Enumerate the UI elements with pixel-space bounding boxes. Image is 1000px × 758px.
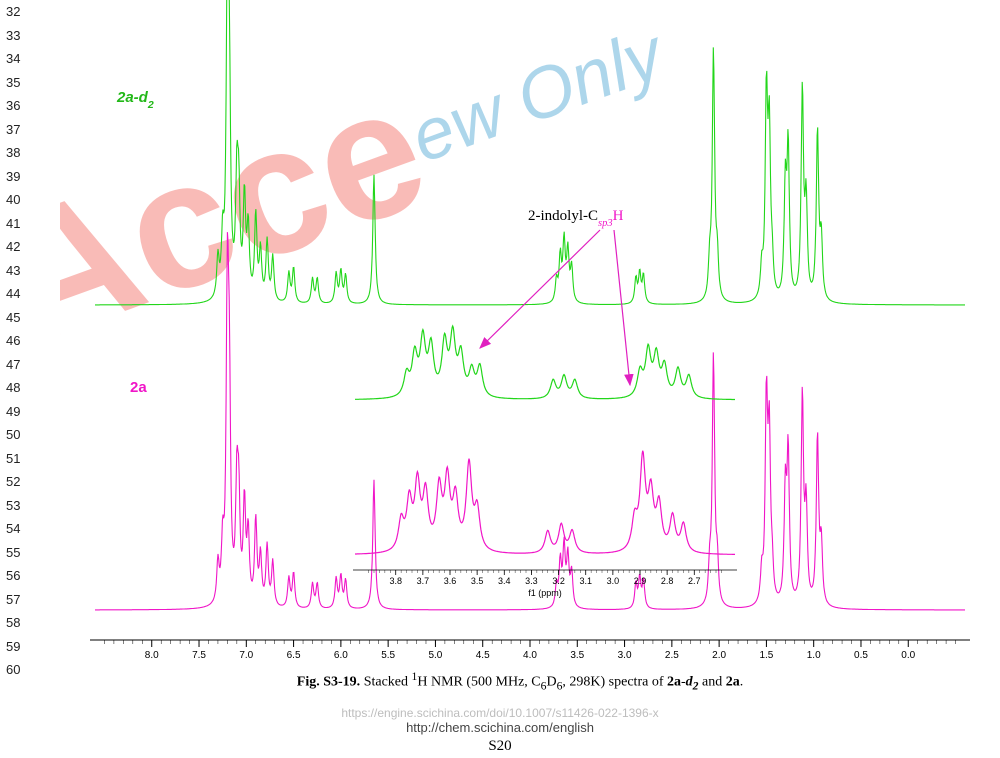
line-number: 52 [0,470,36,494]
axis-tick-label: 1.5 [759,650,773,660]
caption-prefix: Fig. S3-19. [297,675,360,690]
inset-tick-label: 3.7 [417,576,430,586]
inset-axis-label: f1 (ppm) [528,588,562,598]
line-number: 54 [0,517,36,541]
footer-doi-link: https://engine.scichina.com/doi/10.1007/… [0,706,1000,720]
axis-tick-label: 3.0 [618,650,632,660]
line-number: 35 [0,71,36,95]
line-number: 50 [0,423,36,447]
line-number: 44 [0,282,36,306]
axis-tick-label: 2.5 [665,650,679,660]
line-number: 38 [0,141,36,165]
line-number: 49 [0,400,36,424]
line-number: 56 [0,564,36,588]
axis-tick-label: 1.0 [807,650,821,660]
axis-tick-label: 7.5 [192,650,206,660]
line-number: 41 [0,212,36,236]
line-number: 51 [0,447,36,471]
axis-tick-label: 4.5 [476,650,490,660]
line-number: 55 [0,541,36,565]
annotation-label: 2-indolyl-Csp3H [528,208,624,229]
line-number: 60 [0,658,36,682]
spectrum-top-label: 2a-d2 [116,89,154,111]
line-number: 46 [0,329,36,353]
spectrum-bottom-label: 2a [130,379,147,396]
axis-tick-label: 5.5 [381,650,395,660]
line-number: 37 [0,118,36,142]
line-number: 59 [0,635,36,659]
line-number: 39 [0,165,36,189]
axis-tick-label: 8.0 [145,650,159,660]
line-number: 47 [0,353,36,377]
annotation-arrow [480,230,600,348]
axis-tick-label: 5.0 [428,650,442,660]
line-number-gutter: 3233343536373839404142434445464748495051… [0,0,36,682]
annotation-arrow [614,230,630,385]
axis-tick-label: 6.5 [287,650,301,660]
inset-tick-label: 3.8 [389,576,402,586]
line-number: 33 [0,24,36,48]
inset-tick-label: 3.0 [607,576,620,586]
axis-tick-label: 6.0 [334,650,348,660]
inset-tick-label: 3.1 [579,576,592,586]
inset-tick-label: 3.2 [552,576,565,586]
inset-tick-label: 2.7 [688,576,701,586]
axis-tick-label: 0.0 [901,650,915,660]
line-number: 32 [0,0,36,24]
line-number: 42 [0,235,36,259]
line-number: 58 [0,611,36,635]
footer-site-link: http://chem.scichina.com/english [0,720,1000,735]
page-number: S20 [0,738,1000,755]
axis-tick-label: 2.0 [712,650,726,660]
line-number: 53 [0,494,36,518]
axis-tick-label: 3.5 [570,650,584,660]
line-number: 43 [0,259,36,283]
figure-area: 2a-d2 2a 8.0 7.5 7.0 6.5 6.0 5.5 5.0 4.5 4.0 3.5 3.0… [60,0,980,680]
line-number: 45 [0,306,36,330]
figure-caption: Fig. S3-19. Stacked 1H NMR (500 MHz, C6D… [60,670,980,692]
inset-spectrum-bottom [355,451,735,555]
line-number: 40 [0,188,36,212]
inset-tick-label: 2.8 [661,576,674,586]
axis-tick-label: 7.0 [239,650,253,660]
inset-tick-label: 2.9 [634,576,647,586]
inset-spectrum-top [355,326,735,400]
line-number: 57 [0,588,36,612]
inset-tick-label: 3.5 [471,576,484,586]
line-number: 34 [0,47,36,71]
inset-tick-label: 3.3 [525,576,538,586]
inset-tick-label: 3.4 [498,576,511,586]
line-number: 48 [0,376,36,400]
spectrum-top [95,0,965,305]
line-number: 36 [0,94,36,118]
axis-tick-label: 4.0 [523,650,537,660]
inset-tick-label: 3.6 [444,576,457,586]
axis-tick-label: 0.5 [854,650,868,660]
nmr-figure: 2a-d2 2a 8.0 7.5 7.0 6.5 6.0 5.5 5.0 4.5 4.0 3.5 3.0… [60,0,980,660]
